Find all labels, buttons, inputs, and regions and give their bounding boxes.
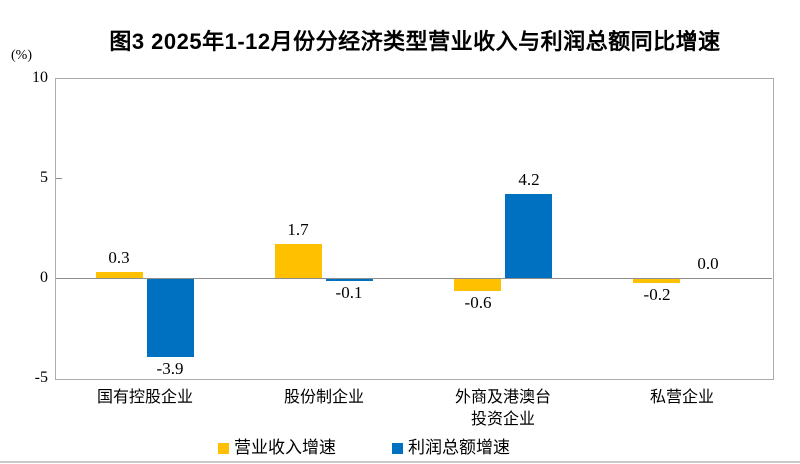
value-label-series0-cat3: -0.2	[643, 285, 671, 304]
y-tick-label: 0	[40, 269, 48, 286]
value-label-series1-cat1: -0.1	[335, 283, 363, 302]
bar-series1-cat2	[505, 194, 552, 278]
y-tick-label: 10	[32, 69, 48, 86]
value-label-series1-cat0: -3.9	[156, 359, 184, 378]
y-tick-label: 5	[40, 169, 48, 186]
value-label-series1-cat3: 0.0	[697, 254, 719, 273]
value-label-series0-cat2: -0.6	[464, 293, 492, 312]
bar-series0-cat2	[454, 279, 501, 291]
zero-axis-line	[56, 278, 772, 279]
bar-series0-cat3	[633, 279, 680, 283]
y-axis-tick	[56, 178, 62, 179]
legend-label-revenue: 营业收入增速	[234, 438, 336, 457]
category-label-2: 外商及港澳台 投资企业	[454, 389, 551, 428]
y-axis-tick	[56, 278, 62, 279]
bar-series0-cat1	[275, 244, 322, 278]
bar-series1-cat0	[147, 279, 194, 357]
value-label-series0-cat0: 0.3	[108, 248, 130, 267]
chart-title: 图3 2025年1-12月份分经济类型营业收入与利润总额同比增速	[109, 29, 721, 54]
category-label-0: 国有控股企业	[96, 389, 193, 406]
value-label-series0-cat1: 1.7	[287, 220, 309, 239]
legend-item-revenue: 营业收入增速	[218, 438, 336, 457]
bar-series0-cat0	[96, 272, 143, 278]
y-axis-unit-label: (%)	[11, 48, 32, 63]
legend-label-profit: 利润总额增速	[408, 438, 510, 457]
y-tick-label: -5	[34, 369, 48, 386]
bar-series1-cat1	[326, 279, 373, 281]
category-label-1: 股份制企业	[283, 389, 364, 406]
value-label-series1-cat2: 4.2	[518, 170, 540, 189]
legend-swatch-revenue-icon	[218, 442, 229, 454]
category-label-3: 私营企业	[649, 389, 714, 406]
image-bottom-edge	[0, 461, 800, 463]
legend-item-profit: 利润总额增速	[392, 438, 510, 457]
legend-swatch-profit-icon	[392, 442, 403, 454]
